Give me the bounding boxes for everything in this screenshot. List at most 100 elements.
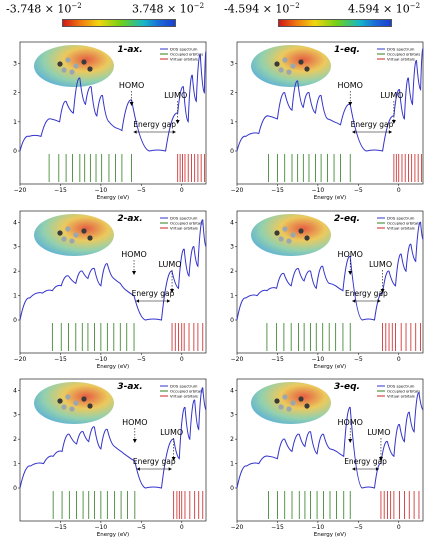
molecule-atom [282, 57, 288, 63]
legend-label: Virtual orbitals [170, 394, 198, 399]
x-tick-label: −10 [95, 524, 108, 531]
x-tick-label: −10 [312, 356, 325, 363]
lumo-label: LUMO [164, 91, 187, 100]
energy-gap-arrowhead-right [168, 467, 172, 471]
homo-label: HOMO [122, 418, 148, 427]
lumo-label: LUMO [369, 260, 392, 269]
molecule-atom [274, 61, 280, 67]
x-tick-label: −10 [312, 187, 325, 194]
lumo-arrowhead [380, 289, 385, 293]
x-tick-label: −15 [271, 356, 284, 363]
molecule-atom [290, 232, 296, 238]
y-tick-label: 3 [13, 61, 17, 68]
x-tick-label: 0 [180, 356, 184, 363]
molecule-atom [290, 63, 296, 69]
x-tick-label: −15 [54, 524, 67, 531]
y-tick-label: 2 [230, 436, 234, 443]
dos-chart-3-eq: 3-eq. DOS spectrum Occupied orbitals Virtua… [219, 373, 429, 548]
chart-title: 3-ax. [117, 382, 142, 392]
x-tick-label: −15 [271, 524, 284, 531]
molecule-surface-image [251, 214, 331, 256]
legend-label: DOS spectrum [387, 216, 415, 221]
x-tick-label: 0 [180, 524, 184, 531]
molecule-atom [73, 400, 79, 406]
molecule-atom [298, 396, 304, 402]
y-tick-label: 1 [230, 461, 234, 468]
molecule-surface-image [251, 45, 331, 87]
molecule-atom [282, 226, 288, 232]
x-tick-label: −10 [95, 187, 108, 194]
legend-label: Virtual orbitals [387, 57, 415, 62]
y-tick-label: 3 [230, 244, 234, 251]
dos-curve [19, 219, 207, 321]
x-tick-label: −15 [54, 187, 67, 194]
legend-label: Virtual orbitals [387, 226, 415, 231]
energy-gap-arrowhead-right [172, 130, 176, 134]
molecule-atom [298, 59, 304, 65]
legend-label: Virtual orbitals [170, 226, 198, 231]
legend-label: DOS spectrum [170, 47, 198, 52]
x-axis-label: Energy (eV) [314, 364, 346, 370]
legend-label: Occupied orbitals [387, 221, 420, 226]
x-axis-label: Energy (eV) [97, 195, 129, 201]
molecule-atom [286, 69, 292, 75]
color-scale-bar-right [278, 19, 392, 27]
x-tick-label: 0 [397, 187, 401, 194]
homo-arrowhead [132, 439, 137, 443]
molecule-atom [57, 398, 63, 404]
molecule-atom [73, 63, 79, 69]
y-tick-label: 0 [13, 317, 17, 324]
y-tick-label: 0 [13, 148, 17, 155]
energy-gap-arrowhead-left [352, 467, 356, 471]
molecule-atom [57, 61, 63, 67]
x-tick-label: 0 [180, 187, 184, 194]
molecule-surface-image [251, 382, 331, 424]
scale-max-label-right: 4.594 × 10−2 [348, 2, 421, 16]
y-tick-label: 4 [230, 219, 234, 226]
homo-arrowhead [129, 102, 134, 106]
molecule-atom [274, 230, 280, 236]
molecule-atom [87, 403, 93, 409]
energy-gap-label: Energy gap [133, 457, 176, 466]
x-tick-label: 0 [397, 356, 401, 363]
lumo-arrowhead [170, 289, 175, 293]
lumo-arrowhead [171, 457, 176, 461]
color-scale-left: -3.748 × 10−2 3.748 × 10−2 [0, 0, 215, 34]
molecule-atom [61, 236, 67, 242]
plot-frame [19, 41, 207, 185]
x-tick-label: −5 [137, 356, 146, 363]
energy-gap-arrowhead-left [133, 130, 137, 134]
dos-curve [236, 221, 424, 321]
y-tick-label: 0 [230, 148, 234, 155]
molecule-atom [304, 403, 310, 409]
x-tick-label: 0 [397, 524, 401, 531]
y-tick-label: 4 [13, 387, 17, 394]
color-scale-bar-left [62, 19, 176, 27]
energy-gap-label: Energy gap [345, 289, 388, 298]
x-axis-label: Energy (eV) [314, 532, 346, 538]
color-scale-right: -4.594 × 10−2 4.594 × 10−2 [216, 0, 431, 34]
y-tick-label: 4 [13, 219, 17, 226]
molecule-atom [298, 228, 304, 234]
energy-gap-label: Energy gap [351, 120, 394, 129]
lumo-label: LUMO [380, 91, 403, 100]
homo-label: HOMO [337, 81, 363, 90]
dos-curve [19, 387, 207, 489]
energy-gap-label: Energy gap [132, 289, 175, 298]
dos-chart-3-ax: 3-ax. DOS spectrum Occupied orbitals Virtua… [2, 373, 212, 548]
legend-label: DOS spectrum [387, 47, 415, 52]
y-tick-label: 4 [230, 387, 234, 394]
molecule-atom [304, 66, 310, 72]
plot-frame [19, 210, 207, 354]
chart-title: 2-eq. [334, 214, 360, 224]
y-tick-label: 1 [13, 119, 17, 126]
energy-gap-label: Energy gap [133, 120, 176, 129]
dos-curve [19, 51, 207, 152]
energy-gap-arrowhead-right [167, 299, 171, 303]
